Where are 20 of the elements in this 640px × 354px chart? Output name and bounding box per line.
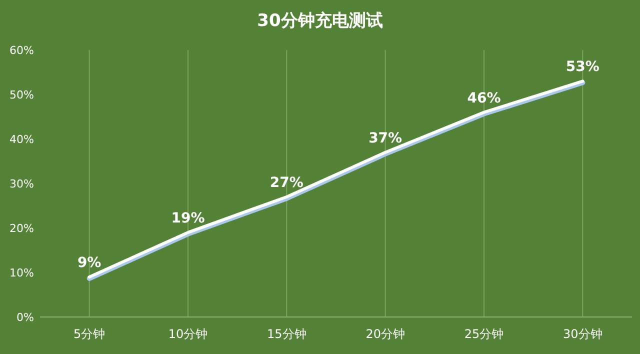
text: 46%	[467, 90, 501, 106]
y-tick-label: 0%	[16, 310, 34, 324]
x-tick-label: 30分钟	[563, 327, 602, 341]
y-tick-label: 50%	[10, 88, 34, 102]
y-tick-label: 20%	[10, 222, 34, 235]
y-tick-label: 40%	[10, 132, 34, 146]
x-tick-label: 15分钟	[267, 327, 306, 341]
y-tick-label: 10%	[10, 266, 34, 280]
x-tick-label: 25分钟	[464, 327, 504, 341]
text: 9%	[77, 254, 102, 271]
x-tick-label: 10分钟	[168, 327, 208, 341]
text: 19%	[171, 210, 205, 226]
text: 37%	[368, 130, 402, 146]
x-tick-label: 20分钟	[366, 327, 405, 341]
y-tick-label: 30%	[10, 177, 34, 190]
text: 53%	[566, 59, 600, 76]
chart-title: 30分钟充电测试	[257, 11, 383, 31]
y-tick-label: 60%	[10, 44, 34, 57]
text: 27%	[270, 174, 304, 191]
x-tick-label: 5分钟	[74, 327, 106, 341]
